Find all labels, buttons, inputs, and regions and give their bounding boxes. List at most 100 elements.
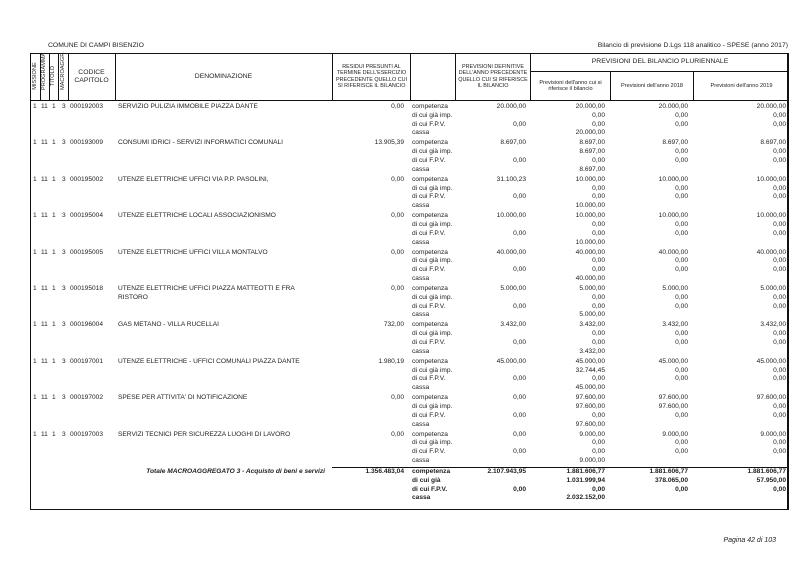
residui-value: 1.980,19 — [378, 357, 404, 365]
row-label: competenza — [412, 139, 448, 147]
row-label: di cui F.P.V. — [412, 120, 446, 128]
total-anno-2018: 0,00 — [675, 485, 688, 493]
missione-value: 1 — [33, 212, 37, 220]
anno-cui-value: 5.000,00 — [579, 311, 605, 319]
anno-2019-value: 0,00 — [773, 120, 786, 128]
prev-def-fpv: 0,00 — [513, 448, 526, 456]
row-label: di cui F.P.V. — [412, 229, 446, 237]
row-label: di cui F.P.V. — [412, 302, 446, 310]
anno-2019-value: 0,00 — [773, 366, 786, 374]
total-anno-cui: 1.881.606,77 — [566, 468, 605, 475]
row-label: cassa — [412, 129, 430, 137]
anno-2019-value: 20.000,00 — [756, 103, 786, 110]
anno-2019-value: 0,00 — [773, 193, 786, 201]
anno-2019-value: 0,00 — [773, 339, 786, 346]
anno-2019-value: 0,00 — [773, 293, 786, 301]
denominazione: GAS METANO - VILLA RUCELLAI — [118, 321, 220, 329]
row-label: di cui già imp. — [412, 330, 453, 338]
anno-2018-value: 97.600,00 — [658, 403, 688, 410]
anno-2018-value: 97.600,00 — [658, 394, 688, 402]
col-residui: RESIDUI PRESUNTI AL TERMINE DELL'ESERCIZ… — [336, 64, 407, 89]
anno-cui-value: 3.432,00 — [579, 321, 605, 329]
total-residui: 1.356.483,04 — [365, 468, 404, 475]
anno-2019-value: 0,00 — [773, 330, 786, 338]
anno-2018-value: 0,00 — [675, 375, 688, 383]
row-label: cassa — [412, 311, 430, 319]
anno-2019-value: 3.432,00 — [760, 321, 786, 329]
total-anno-2019: 0,00 — [773, 485, 786, 493]
denominazione: UTENZE ELETTRICHE UFFICI VIA P.P. PASOLI… — [118, 175, 269, 183]
col-codice: CODICE CAPITOLO — [74, 68, 109, 84]
prev-def-competenza: 40.000,00 — [496, 248, 526, 256]
anno-2018-value: 20.000,00 — [658, 103, 688, 110]
row-label: di cui F.P.V. — [412, 157, 446, 164]
codice-capitolo: 000195002 — [70, 175, 104, 183]
anno-cui-value: 0,00 — [592, 120, 605, 128]
titolo-value: 1 — [52, 175, 56, 183]
total-prev-def-competenza: 2.107.943,95 — [487, 468, 526, 475]
anno-cui-value: 97.600,00 — [575, 420, 605, 428]
codice-capitolo: 000197001 — [70, 357, 104, 365]
denominazione: UTENZE ELETTRICHE - UFFICI COMUNALI PIAZ… — [118, 357, 300, 365]
denominazione: UTENZE ELETTRICHE UFFICI VILLA MONTALVO — [118, 248, 268, 256]
titolo-value: 1 — [52, 430, 56, 438]
anno-2019-value: 0,00 — [773, 111, 786, 119]
total-anno-cui: 2.032.152,00 — [566, 494, 605, 502]
col-prev-def: PREVISIONI DEFINITIVE DELL'ANNO PRECEDEN… — [458, 64, 528, 89]
codice-capitolo: 000195004 — [70, 212, 104, 220]
anno-cui-value: 0,00 — [592, 339, 605, 346]
anno-2019-value: 0,00 — [773, 184, 786, 192]
row-label: di cui già imp. — [412, 111, 453, 119]
col-denominazione: DENOMINAZIONE — [194, 72, 253, 80]
anno-cui-value: 40.000,00 — [575, 275, 605, 282]
anno-cui-value: 20.000,00 — [575, 129, 605, 137]
row-label: di cui già imp. — [412, 184, 453, 192]
total-row-label: di cui già — [412, 476, 441, 484]
anno-2019-value: 9.000,00 — [760, 430, 786, 438]
titolo-value: 1 — [52, 103, 56, 110]
col-titolo: TITOLO — [50, 65, 56, 87]
titolo-value: 1 — [52, 357, 56, 365]
anno-cui-value: 0,00 — [592, 293, 605, 301]
total-row-label: cassa — [412, 494, 431, 502]
anno-cui-value: 20.000,00 — [575, 103, 605, 110]
missione-value: 1 — [33, 394, 37, 402]
anno-cui-value: 0,00 — [592, 111, 605, 119]
anno-2018-value: 0,00 — [675, 266, 688, 274]
row-label: competenza — [412, 248, 448, 256]
anno-cui-value: 10.000,00 — [575, 175, 605, 183]
titolo-value: 1 — [52, 248, 56, 256]
row-label: cassa — [412, 420, 430, 428]
programma-value: 11 — [41, 212, 48, 220]
budget-table — [30, 53, 789, 510]
prev-def-fpv: 0,00 — [513, 302, 526, 310]
anno-2018-value: 5.000,00 — [662, 285, 688, 292]
prev-def-fpv: 0,00 — [513, 339, 526, 346]
residui-value: 0,00 — [391, 212, 404, 220]
anno-2018-value: 0,00 — [675, 293, 688, 301]
report-title: Bilancio di previsione D.Lgs 118 analiti… — [597, 42, 788, 49]
codice-capitolo: 000195005 — [70, 248, 104, 256]
total-label: Totale MACROAGGREGATO 3 - Acquisto di be… — [146, 468, 325, 475]
row-label: competenza — [412, 357, 448, 365]
total-anno-2019: 1.881.606,77 — [747, 468, 786, 475]
programma-value: 11 — [41, 357, 48, 365]
residui-value: 0,00 — [391, 175, 404, 183]
anno-2019-value: 0,00 — [773, 448, 786, 456]
anno-cui-value: 0,00 — [592, 330, 605, 338]
anno-cui-value: 8.697,00 — [579, 148, 605, 156]
anno-2019-value: 5.000,00 — [760, 285, 786, 292]
anno-2018-value: 0,00 — [675, 157, 688, 164]
anno-2018-value: 45.000,00 — [658, 357, 688, 365]
anno-cui-value: 0,00 — [592, 184, 605, 192]
prev-def-fpv: 0,00 — [513, 375, 526, 383]
row-label: di cui F.P.V. — [412, 375, 446, 383]
row-label: di cui già imp. — [412, 257, 453, 265]
anno-2019-value: 10.000,00 — [756, 175, 786, 183]
row-label: di cui già imp. — [412, 293, 453, 301]
residui-value: 0,00 — [391, 394, 404, 402]
codice-capitolo: 000195018 — [70, 285, 104, 292]
anno-cui-value: 32.744,45 — [575, 366, 605, 374]
prev-def-fpv: 0,00 — [513, 229, 526, 237]
